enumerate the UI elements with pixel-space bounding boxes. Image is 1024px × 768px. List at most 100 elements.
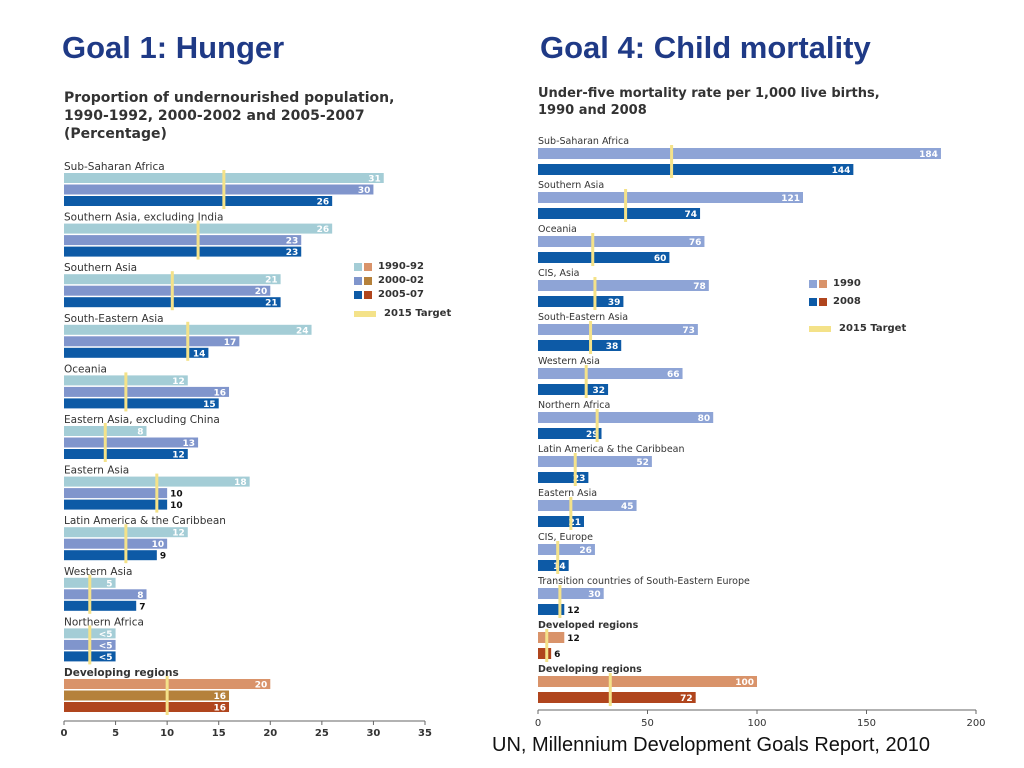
data-label-2008-latin-america-the-caribbean: 23 <box>573 474 586 484</box>
legend-label-1990-92: 1990-92 <box>378 261 424 272</box>
bar-2000-02-latin-america-the-caribbean <box>64 538 168 549</box>
bar-2005-07-eastern-asia <box>64 499 168 510</box>
data-label-1990-cis-asia: 78 <box>693 282 706 292</box>
target-marker-sub-saharan-africa <box>222 170 226 209</box>
data-label-1990-92-southern-asia-excluding-india: 26 <box>317 225 330 235</box>
legend-item-2005-07: 2005-07 <box>354 289 424 300</box>
bar-1990-eastern-asia <box>538 500 637 511</box>
data-label-1990-south-eastern-asia: 73 <box>682 326 695 336</box>
legend-item-2015-target-mortality: 2015 Target <box>809 323 906 334</box>
category-label-southern-asia-excluding-india: Southern Asia, excluding India <box>64 212 223 224</box>
bar-2000-02-western-asia <box>64 589 147 600</box>
target-marker-sub-saharan-africa <box>670 145 674 178</box>
data-label-1990-transition-countries-of-south-eastern-europe: 30 <box>588 590 601 600</box>
legend-swatch-1990-icon <box>809 279 817 288</box>
legend-swatch-dev-2005-07-icon <box>364 290 372 299</box>
data-label-2008-southern-asia: 74 <box>685 210 698 220</box>
category-label-oceania: Oceania <box>64 363 107 375</box>
x-tick-label-5: 5 <box>112 728 119 739</box>
legend-swatch-1990-92-icon <box>354 262 362 271</box>
target-marker-eastern-asia <box>569 497 573 530</box>
target-marker-oceania <box>591 233 595 266</box>
data-label-2000-02-developing-regions: 16 <box>213 692 226 702</box>
target-marker-eastern-asia <box>155 473 159 513</box>
bar-2008-developing-regions <box>538 692 696 703</box>
bar-1990-southern-asia <box>538 192 803 203</box>
data-label-1990-92-western-asia: 5 <box>106 579 112 589</box>
bar-2005-07-south-eastern-asia <box>64 347 209 358</box>
data-label-2008-cis-asia: 39 <box>608 298 621 308</box>
data-label-2000-02-sub-saharan-africa: 30 <box>358 186 371 196</box>
data-label-1990-92-eastern-asia: 18 <box>234 478 247 488</box>
data-label-2000-02-latin-america-the-caribbean: 10 <box>152 540 165 550</box>
data-label-1990-92-sub-saharan-africa: 31 <box>368 175 381 185</box>
x-tick-label-100: 100 <box>747 718 766 729</box>
bar-2008-cis-asia <box>538 296 624 307</box>
target-marker-northern-africa <box>88 625 92 665</box>
legend-swatch-dev-2000-02-icon <box>364 276 372 285</box>
target-marker-southern-asia-excluding-india <box>196 220 200 260</box>
bar-1990-latin-america-the-caribbean <box>538 456 652 467</box>
x-tick-label-35: 35 <box>418 728 432 739</box>
data-label-2008-sub-saharan-africa: 144 <box>832 166 851 176</box>
target-marker-south-eastern-asia <box>589 321 593 354</box>
legend-swatch-2000-02-icon <box>354 276 362 285</box>
data-label-2000-02-northern-africa: <5 <box>99 641 113 651</box>
legend-swatch-2008-icon <box>809 297 817 306</box>
x-tick-label-30: 30 <box>366 728 380 739</box>
bar-2008-cis-europe <box>538 560 569 571</box>
category-label-south-eastern-asia: South-Eastern Asia <box>538 312 628 323</box>
legend-swatch-agg-2008-icon <box>819 297 827 306</box>
data-label-2005-07-oceania: 15 <box>203 400 216 410</box>
target-marker-developing-regions <box>608 673 612 706</box>
legend-swatch-target-mortality-icon <box>809 325 831 332</box>
legend-swatch-2005-07-icon <box>354 290 362 299</box>
category-label-developing-regions: Developing regions <box>538 664 642 675</box>
target-marker-cis-asia <box>593 277 597 310</box>
bar-2005-07-western-asia <box>64 600 137 611</box>
target-marker-western-asia <box>88 574 92 614</box>
source-citation: UN, Millennium Development Goals Report,… <box>492 734 930 756</box>
target-marker-oceania <box>124 372 128 412</box>
legend-swatch-target-icon <box>354 310 376 317</box>
data-label-1990-eastern-asia: 45 <box>621 502 634 512</box>
bar-1990-developed-regions <box>538 632 565 643</box>
hunger-goal-title: Goal 1: Hunger <box>62 30 285 65</box>
hunger-chart-title: Proportion of undernourished population,… <box>64 90 395 142</box>
bar-2005-07-southern-asia-excluding-india <box>64 246 302 257</box>
category-label-transition-countries-of-south-eastern-europe: Transition countries of South-Eastern Eu… <box>537 576 750 587</box>
target-marker-southern-asia <box>624 189 628 222</box>
data-label-1990-cis-europe: 26 <box>579 546 592 556</box>
bar-2005-07-sub-saharan-africa <box>64 196 333 206</box>
bar-2000-02-sub-saharan-africa <box>64 184 374 195</box>
category-label-sub-saharan-africa: Sub-Saharan Africa <box>64 161 165 173</box>
bar-2000-02-southern-asia <box>64 285 271 296</box>
legend-label-2005-07: 2005-07 <box>378 289 424 300</box>
bar-2005-07-developing-regions <box>64 702 230 712</box>
bar-1990-south-eastern-asia <box>538 324 698 335</box>
child-mortality-goal-title: Goal 4: Child mortality <box>540 30 871 65</box>
category-label-northern-africa: Northern Africa <box>538 400 610 411</box>
category-label-cis-asia: CIS, Asia <box>538 268 579 279</box>
bar-2008-developed-regions <box>538 648 552 659</box>
data-label-2000-02-southern-asia-excluding-india: 23 <box>286 237 299 247</box>
bar-2005-07-latin-america-the-caribbean <box>64 550 157 561</box>
bar-2000-02-south-eastern-asia <box>64 336 240 347</box>
bar-2005-07-oceania <box>64 398 219 409</box>
x-tick-label-200: 200 <box>966 718 985 729</box>
x-tick-label-150: 150 <box>857 718 876 729</box>
legend-swatch-agg-1990-icon <box>819 279 827 288</box>
target-marker-latin-america-the-caribbean <box>573 453 577 486</box>
x-tick-label-0: 0 <box>61 728 68 739</box>
bar-1990-oceania <box>538 236 705 247</box>
bar-1990-northern-africa <box>538 412 714 423</box>
data-label-2008-western-asia: 32 <box>593 386 606 396</box>
data-label-2005-07-southern-asia-excluding-india: 23 <box>286 248 299 258</box>
data-label-1990-developed-regions: 12 <box>567 634 580 644</box>
category-label-sub-saharan-africa: Sub-Saharan Africa <box>538 136 629 147</box>
target-marker-cis-europe <box>556 541 560 574</box>
x-tick-label-20: 20 <box>263 728 277 739</box>
data-label-2008-developed-regions: 6 <box>554 650 560 660</box>
data-label-1990-92-latin-america-the-caribbean: 12 <box>172 529 185 539</box>
category-label-latin-america-the-caribbean: Latin America & the Caribbean <box>64 515 226 527</box>
